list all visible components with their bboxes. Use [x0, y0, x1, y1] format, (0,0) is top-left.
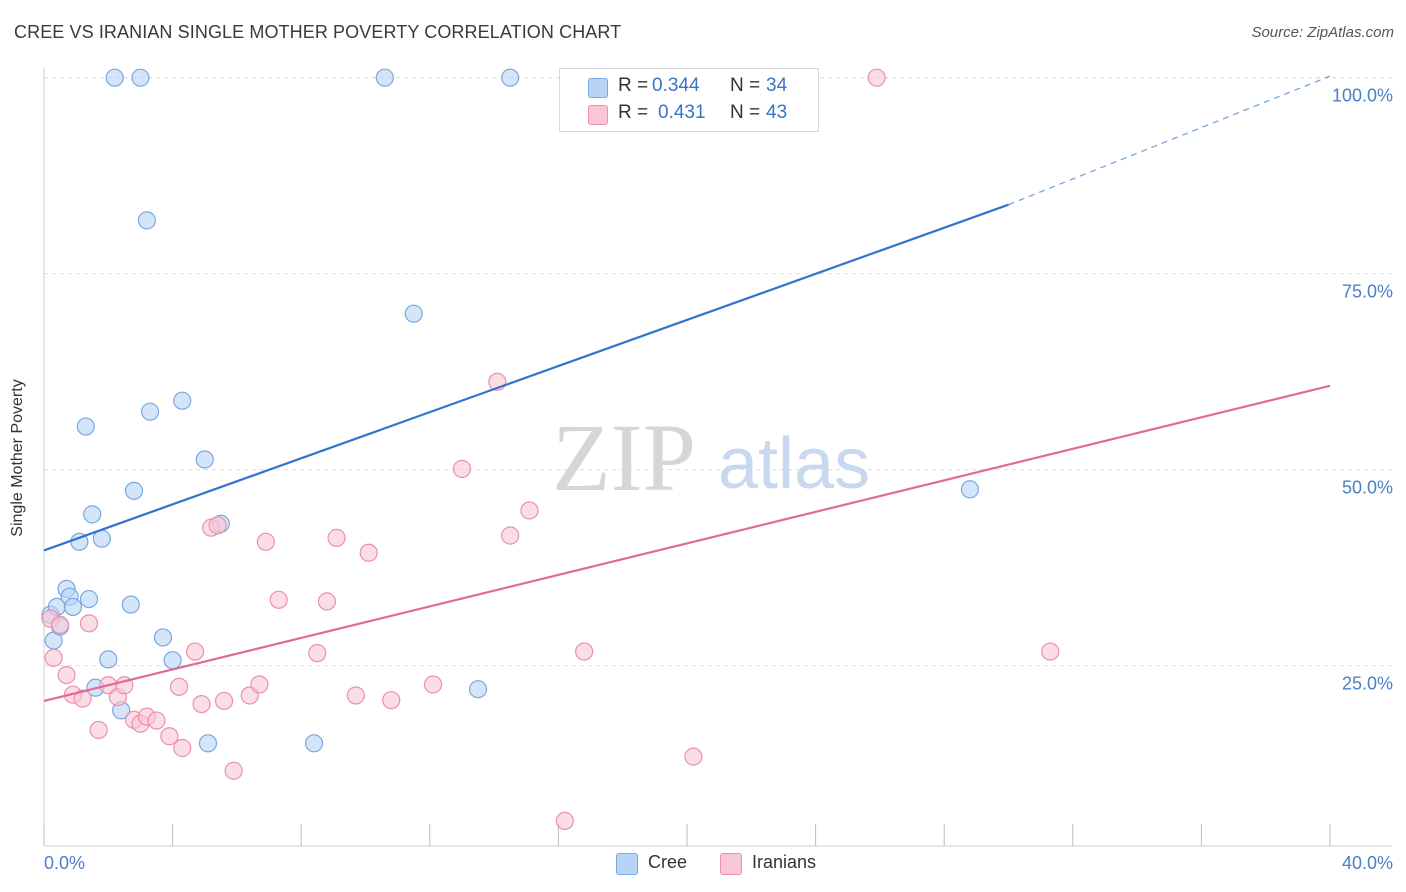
- cree-point: [195, 450, 214, 469]
- cree-n-label: N =: [730, 75, 761, 96]
- iranians-point: [346, 686, 365, 705]
- cree-point: [375, 68, 394, 87]
- watermark-atlas: atlas: [718, 424, 870, 504]
- y-tick-label: 25.0%: [1342, 674, 1393, 694]
- iranians-point: [452, 459, 472, 478]
- cree-trendline: [43, 203, 1009, 552]
- cree-point: [960, 480, 980, 499]
- cree-point: [76, 417, 95, 436]
- iranians-point: [327, 528, 346, 547]
- cree-point: [79, 589, 99, 609]
- chart-title: CREE VS IRANIAN SINGLE MOTHER POVERTY CO…: [14, 22, 622, 42]
- iranians-point: [186, 642, 205, 661]
- iranians-r-label: R =: [618, 102, 649, 123]
- y-tick-label: 100.0%: [1332, 86, 1393, 106]
- source-label: Source: ZipAtlas.com: [1251, 24, 1394, 41]
- iranians-point: [50, 615, 70, 635]
- iranians-point: [192, 694, 211, 714]
- iranians-point: [423, 675, 443, 694]
- iranians-point: [147, 711, 166, 730]
- cree-point: [198, 734, 218, 753]
- cree-point: [121, 595, 140, 614]
- cree-point: [105, 68, 124, 87]
- iranians-swatch-icon: [588, 105, 608, 125]
- cree-n-value: 34: [766, 75, 788, 96]
- iranians-point: [269, 590, 288, 609]
- iranians-point: [555, 811, 574, 831]
- iranians-point: [308, 644, 327, 663]
- iranians-point: [501, 526, 520, 545]
- cree-r-label: R =: [618, 75, 649, 96]
- iranians-point: [520, 501, 539, 520]
- cree-point: [83, 505, 102, 524]
- cree-point: [501, 68, 520, 87]
- cree-point: [131, 68, 150, 87]
- cree-legend-label: Cree: [648, 852, 688, 872]
- iranians-point: [250, 675, 269, 694]
- cree-point: [304, 734, 324, 753]
- cree-point: [140, 402, 160, 421]
- y-tick-label: 50.0%: [1342, 478, 1393, 498]
- cree-points: [41, 68, 980, 753]
- iranians-point: [382, 691, 401, 710]
- cree-swatch-icon: [588, 78, 608, 98]
- cree-point: [468, 680, 488, 699]
- iranians-trendline: [43, 384, 1331, 703]
- iranians-point: [89, 720, 108, 740]
- x-tick-label-max: 40.0%: [1342, 853, 1393, 873]
- iranians-point: [173, 738, 192, 758]
- iranians-point: [57, 665, 76, 685]
- x-tick-label-min: 0.0%: [44, 853, 85, 873]
- cree-point: [124, 481, 144, 500]
- iranians-point: [867, 68, 886, 87]
- iranians-point: [79, 614, 99, 633]
- cree-point: [99, 650, 118, 669]
- iranians-n-value: 43: [766, 102, 788, 123]
- cree-legend-swatch-icon: [616, 853, 638, 875]
- cree-point: [63, 597, 83, 616]
- iranians-point: [684, 747, 703, 766]
- iranians-point: [160, 727, 179, 746]
- iranians-legend-label: Iranians: [752, 852, 817, 872]
- iranians-point: [214, 691, 234, 711]
- iranians-point: [224, 761, 243, 780]
- iranians-point: [575, 642, 594, 661]
- iranians-point: [359, 543, 378, 562]
- cree-r-value: 0.344: [652, 75, 700, 96]
- iranians-point: [1041, 642, 1060, 661]
- cree-trendline-extension: [1008, 75, 1331, 206]
- stats-legend: R = 0.344 N = 34 R = 0.431 N = 43: [559, 68, 819, 132]
- cree-point: [173, 391, 192, 410]
- iranians-point: [44, 648, 63, 667]
- iranians-point: [73, 689, 92, 708]
- cree-point: [163, 651, 182, 670]
- iranians-points: [41, 68, 1060, 831]
- y-tick-label: 75.0%: [1342, 282, 1393, 302]
- iranians-r-value: 0.431: [658, 102, 706, 123]
- iranians-point: [169, 677, 189, 696]
- cree-point: [153, 628, 173, 647]
- iranians-legend-swatch-icon: [720, 853, 742, 875]
- iranians-point: [208, 516, 227, 535]
- cree-point: [404, 304, 423, 323]
- iranians-point: [256, 532, 275, 551]
- cree-point: [137, 211, 156, 230]
- iranians-point: [317, 592, 337, 611]
- watermark-zip: ZIP: [552, 404, 696, 511]
- iranians-n-label: N =: [730, 102, 761, 123]
